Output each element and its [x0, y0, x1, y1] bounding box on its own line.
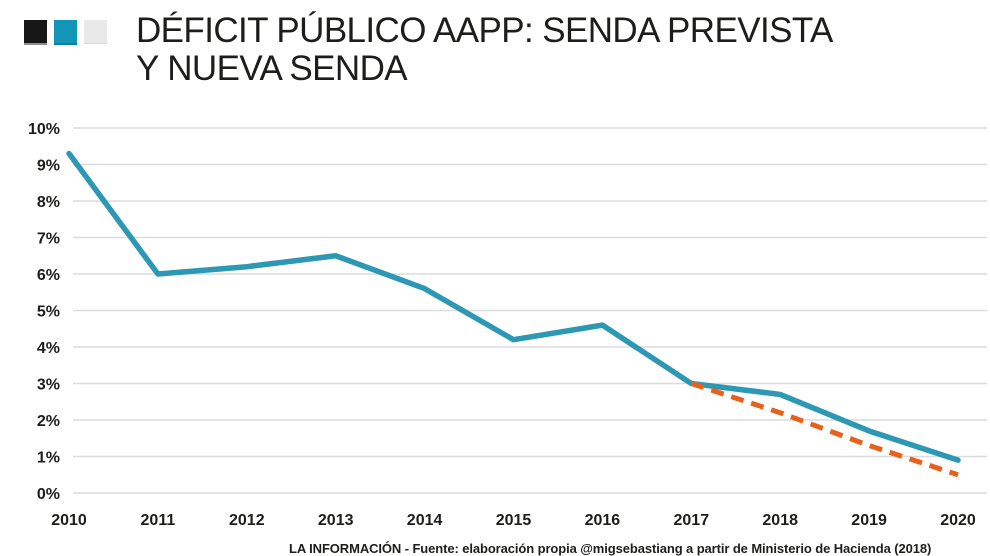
y-tick-label: 8%: [37, 194, 60, 211]
y-tick-label: 7%: [37, 231, 60, 248]
y-tick-label: 2%: [37, 413, 60, 430]
x-tick-label: 2016: [585, 512, 621, 529]
y-tick-label: 3%: [37, 377, 60, 394]
y-tick-label: 4%: [37, 340, 60, 357]
page-title-line1: DÉFICIT PÚBLICO AAPP: SENDA PREVISTA: [136, 11, 833, 50]
y-tick-label: 1%: [37, 450, 60, 467]
y-tick-label: 5%: [37, 304, 60, 321]
brand-logo-squares: [24, 20, 107, 43]
brand-teal-square-icon: [54, 20, 77, 43]
x-tick-label: 2019: [851, 512, 887, 529]
page-title-line2: Y NUEVA SENDA: [136, 49, 408, 88]
x-tick-label: 2013: [318, 512, 354, 529]
y-tick-label: 0%: [37, 486, 60, 503]
x-tick-label: 2014: [407, 512, 443, 529]
deficit-line-chart-svg: 10% 9% 8% 7% 6% 5% 4% 3% 2% 1% 0% 2010 2011 2012 2013 2…: [28, 121, 987, 529]
x-tick-label: 2012: [229, 512, 265, 529]
x-tick-label: 2015: [496, 512, 532, 529]
x-tick-label: 2011: [141, 512, 176, 529]
y-tick-label: 6%: [37, 267, 60, 284]
source-note: LA INFORMACIÓN - Fuente: elaboración pro…: [289, 541, 932, 556]
series-line-senda-prevista: [690, 381, 959, 478]
x-tick-label: 2017: [674, 512, 710, 529]
series-line-nueva-senda: [66, 150, 961, 463]
page-title: DÉFICIT PÚBLICO AAPP: SENDA PREVISTA Y N…: [136, 12, 833, 88]
x-tick-label: 2010: [51, 512, 87, 529]
x-tick-label: 2018: [762, 512, 798, 529]
y-tick-label: 9%: [37, 158, 60, 175]
y-tick-label: 10%: [28, 121, 60, 138]
x-tick-label: 2020: [940, 512, 976, 529]
line-chart: 10% 9% 8% 7% 6% 5% 4% 3% 2% 1% 0% 2010 2011 2012 2013 2…: [0, 110, 990, 556]
brand-black-square-icon: [24, 20, 47, 43]
brand-gray-square-icon: [84, 20, 107, 43]
